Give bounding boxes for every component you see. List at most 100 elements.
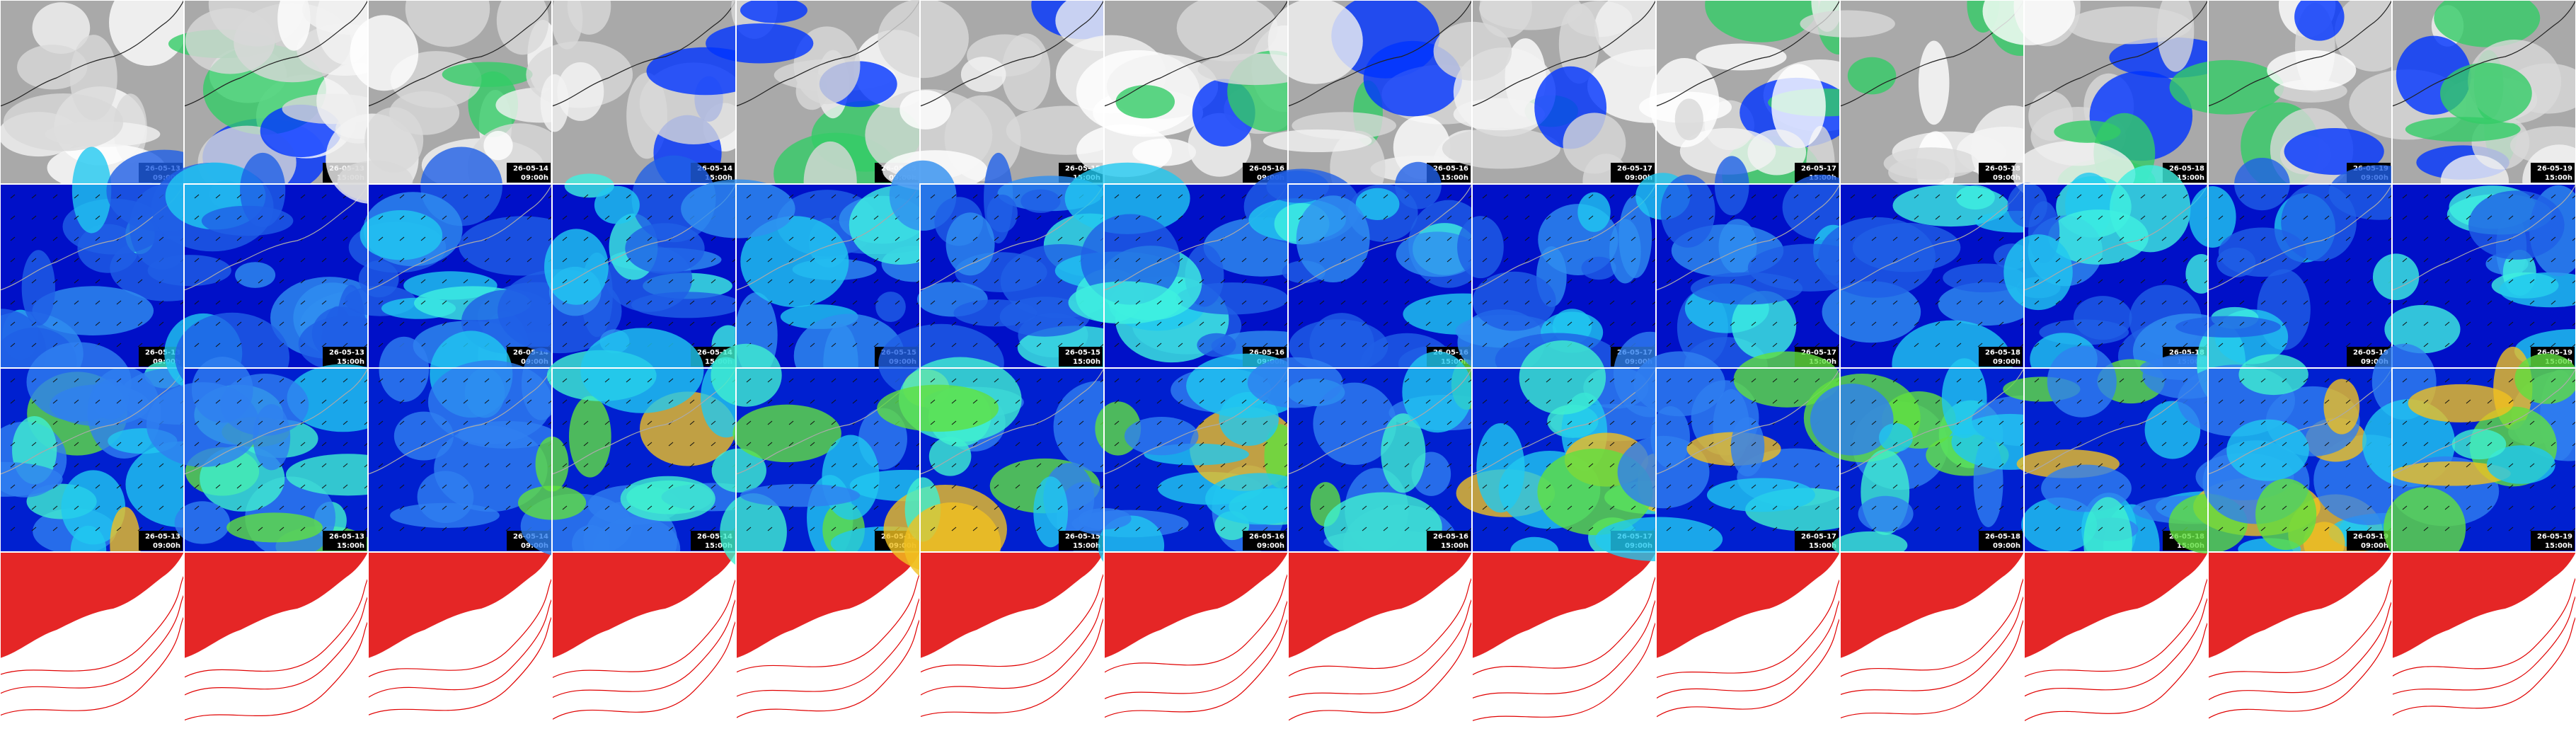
wind-arrow	[2345, 484, 2351, 489]
wind-arrow	[1751, 442, 1756, 447]
wind-arrow	[1708, 505, 1714, 510]
wind-arrow	[1220, 258, 1226, 263]
wind-arrow	[2444, 321, 2450, 326]
wind-arrow	[767, 194, 773, 199]
wind-arrow	[1871, 527, 1877, 531]
wind-arrow	[2529, 399, 2535, 404]
wind-arrow	[2444, 399, 2450, 404]
wind-arrow	[1793, 194, 1799, 199]
wind-arrow	[1319, 420, 1325, 425]
wind-arrow	[1793, 420, 1799, 425]
wind-arrow	[1772, 463, 1778, 468]
coastline	[919, 0, 1105, 107]
wind-arrow	[343, 399, 348, 404]
wind-arrow	[2282, 399, 2287, 404]
wind-arrow	[895, 321, 900, 326]
wind-arrow	[1156, 300, 1162, 305]
wind-arrow	[1708, 343, 1714, 347]
wind-arrow	[1178, 399, 1183, 404]
wind-arrow	[689, 505, 695, 510]
wind-arrow	[399, 378, 405, 383]
wind-arrow	[711, 258, 716, 263]
wind-arrow	[2529, 215, 2535, 220]
wind-arrow	[258, 194, 263, 199]
wind-arrow	[2055, 420, 2061, 425]
wind-arrow	[1956, 279, 1962, 284]
wind-arrow	[788, 463, 794, 468]
wind-arrow	[2098, 194, 2103, 199]
isobar	[1839, 619, 2025, 719]
wind-arrow	[300, 442, 306, 447]
wind-arrow	[2055, 258, 2061, 263]
wind-arrow	[2098, 505, 2103, 510]
wind-arrow	[2572, 237, 2576, 241]
wind-arrow	[562, 484, 568, 489]
wind-arrow	[2098, 258, 2103, 263]
wind-arrow	[626, 420, 631, 425]
wind-arrow	[626, 194, 631, 199]
wind-arrow	[463, 321, 468, 326]
wind-arrow	[810, 420, 815, 425]
wind-arrow	[1319, 484, 1325, 489]
field-blob	[2226, 419, 2309, 481]
wind-arrow	[626, 236, 631, 241]
wind-arrow	[1156, 215, 1162, 220]
wind-arrow	[831, 236, 836, 241]
wind-arrow	[767, 215, 773, 220]
wind-arrow	[583, 236, 589, 241]
wind-arrow	[788, 484, 794, 489]
wind-arrow	[2119, 399, 2124, 404]
wind-arrow	[194, 399, 200, 404]
field-blob	[1563, 113, 1626, 174]
wind-arrow	[2140, 300, 2146, 305]
map-tile	[919, 551, 1105, 736]
wind-arrow	[2218, 215, 2224, 220]
field-blob	[2384, 305, 2461, 354]
land-contours	[1840, 552, 2024, 658]
wind-arrow	[1425, 505, 1431, 510]
wind-arrow	[2140, 484, 2146, 489]
wind-arrow	[2367, 378, 2372, 383]
wind-arrow	[1298, 378, 1304, 383]
wind-arrow	[1666, 300, 1672, 305]
wind-arrow	[215, 378, 221, 383]
wind-arrow	[2034, 321, 2040, 326]
wind-arrow	[1135, 442, 1141, 447]
wind-arrow	[52, 399, 58, 404]
wind-arrow	[1241, 343, 1247, 347]
field-blob	[1296, 195, 1370, 283]
wind-arrow	[527, 194, 532, 199]
wind-arrow	[420, 420, 426, 425]
wind-arrow	[1567, 399, 1572, 404]
wind-arrow	[1546, 215, 1551, 220]
wind-arrow	[1751, 505, 1756, 510]
wind-arrow	[2423, 279, 2429, 284]
wind-arrow	[2444, 300, 2450, 305]
wind-arrow	[668, 399, 674, 404]
wind-arrow	[1892, 321, 1898, 326]
wind-arrow	[194, 321, 200, 326]
wind-arrow	[31, 343, 37, 347]
wind-arrow	[484, 279, 490, 284]
wind-arrow	[1156, 463, 1162, 468]
wind-arrow	[1708, 527, 1714, 531]
wind-arrow	[2551, 343, 2556, 347]
wind-arrow	[2076, 215, 2082, 220]
wind-arrow	[420, 484, 426, 489]
wind-arrow	[215, 300, 221, 305]
wind-arrow	[583, 279, 589, 284]
wind-arrow	[236, 378, 242, 383]
wind-arrow	[2423, 378, 2429, 383]
wind-arrow	[810, 463, 815, 468]
wind-arrow	[1425, 194, 1431, 199]
wind-arrow	[2551, 258, 2556, 263]
field-blob	[1457, 216, 1504, 279]
wind-arrow	[399, 236, 405, 241]
wind-arrow	[1178, 236, 1183, 241]
wind-arrow	[1524, 321, 1530, 326]
wind-arrow	[1730, 236, 1735, 241]
isobar	[2391, 595, 2576, 695]
wind-arrow	[2260, 343, 2266, 347]
wind-arrow	[1178, 215, 1183, 220]
wind-arrow	[2140, 442, 2146, 447]
